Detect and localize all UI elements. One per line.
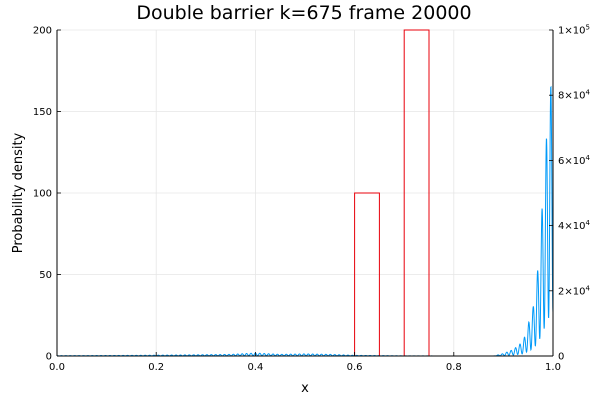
y-tick-label: 0	[46, 352, 52, 363]
x-tick-label: 0.4	[247, 362, 263, 373]
y-tick-label: 50	[39, 270, 52, 281]
x-tick-label: 0.6	[347, 362, 363, 373]
series-probability-density	[56, 85, 554, 357]
x-axis-label: x	[301, 381, 309, 396]
x-tick-label: 0.8	[446, 362, 462, 373]
x-tick-label: 0.0	[49, 362, 65, 373]
y2-tick-label: 4×104	[558, 219, 590, 232]
y-tick-label: 100	[33, 189, 52, 200]
x-tick-label: 0.2	[148, 362, 164, 373]
x-tick-label: 1.0	[545, 362, 561, 373]
y-axis-label: Probability density	[11, 132, 26, 253]
y2-tick-label: 2×104	[558, 284, 590, 297]
y2-tick-label: 8×104	[558, 89, 590, 102]
y2-tick-label: 0	[558, 352, 564, 363]
y2-tick-label: 1×105	[558, 24, 590, 37]
y-tick-label: 200	[33, 26, 52, 37]
y2-tick-label: 6×104	[558, 154, 590, 167]
chart-title: Double barrier k=675 frame 20000	[136, 2, 471, 24]
axes: 0.0 0.2 0.4 0.6 0.8 1.005010015020002×1044×10…	[33, 24, 591, 374]
grid	[56, 29, 554, 357]
y-tick-label: 150	[33, 107, 52, 118]
